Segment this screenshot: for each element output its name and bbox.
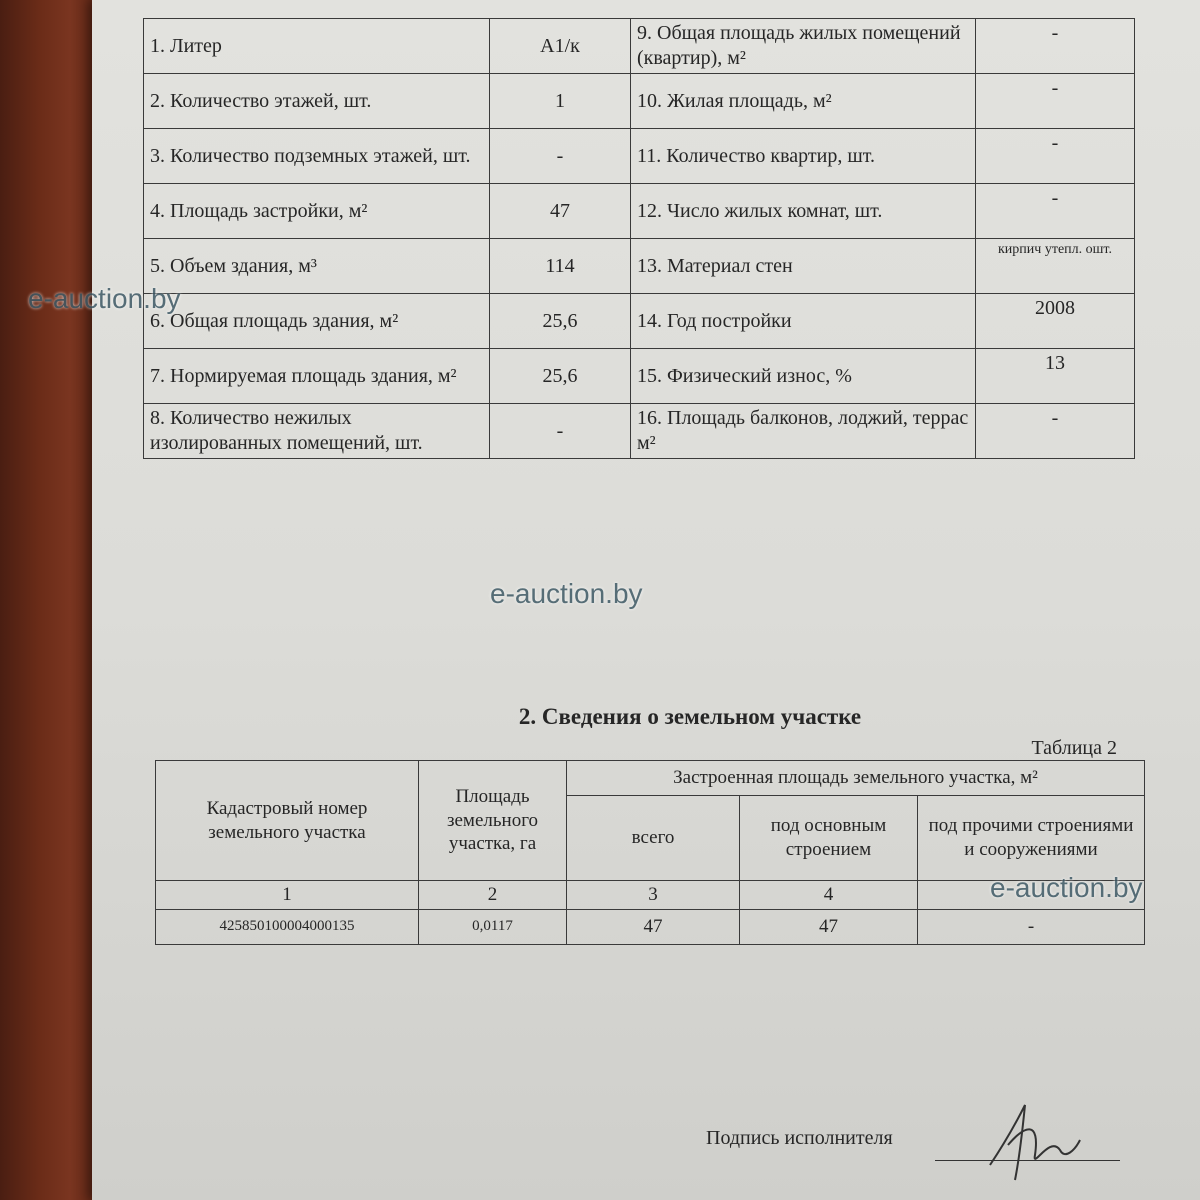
row-label-right: 11. Количество квартир, шт. [630, 128, 976, 184]
signature-line [935, 1160, 1120, 1161]
row-label-left: 3. Количество подземных этажей, шт. [143, 128, 490, 184]
row-label-left: 7. Нормируемая площадь здания, м² [143, 348, 490, 404]
table-row: 7. Нормируемая площадь здания, м² 25,6 15.… [143, 348, 1135, 404]
building-characteristics-table: 1. Литер А1/к 9. Общая площадь жилых помещ… [143, 18, 1135, 459]
table-row: 8. Количество нежилых изолированных поме… [143, 403, 1135, 459]
row-value-right: - [975, 18, 1135, 74]
row-value-left: 47 [489, 183, 631, 239]
header-area: Площадь земельного участка, га [418, 760, 567, 881]
table-label: Таблица 2 [1031, 737, 1117, 759]
cadastral-number: 425850100004000135 [155, 908, 419, 945]
row-value-right: - [975, 128, 1135, 184]
row-value-left: 25,6 [489, 293, 631, 349]
header-main: под основным строением [739, 795, 918, 881]
column-number: 2 [418, 880, 567, 910]
row-label-right: 15. Физический износ, % [630, 348, 976, 404]
row-label-left: 1. Литер [143, 18, 490, 74]
row-value-right: - [975, 183, 1135, 239]
column-number: 1 [155, 880, 419, 910]
land-plot-table: Кадастровый номер земельного участка Пло… [155, 760, 1145, 945]
row-value-left: - [489, 128, 631, 184]
row-label-right: 10. Жилая площадь, м² [630, 73, 976, 129]
built-area-main: 47 [739, 908, 918, 945]
row-label-right: 13. Материал стен [630, 238, 976, 294]
row-value-right: - [975, 73, 1135, 129]
header-cadastral: Кадастровый номер земельного участка [155, 760, 419, 881]
watermark: e-auction.by [28, 283, 181, 314]
column-number: 4 [739, 880, 918, 910]
row-label-right: 14. Год постройки [630, 293, 976, 349]
header-other: под прочими строениями и сооружениями [917, 795, 1145, 881]
row-label-right: 9. Общая площадь жилых помещений (кварти… [630, 18, 976, 74]
header-total: всего [566, 795, 740, 881]
handwritten-signature [989, 1104, 1081, 1181]
column-number: 3 [566, 880, 740, 910]
row-label-left: 8. Количество нежилых изолированных поме… [143, 403, 490, 459]
row-value-left: А1/к [489, 18, 631, 74]
built-area-other: - [917, 908, 1145, 945]
row-value-right: 13 [975, 348, 1135, 404]
row-value-left: 114 [489, 238, 631, 294]
row-label-left: 4. Площадь застройки, м² [143, 183, 490, 239]
section-heading: 2. Сведения о земельном участке [518, 704, 862, 729]
watermark: e-auction.by [490, 578, 643, 609]
column-number [917, 880, 1145, 910]
signature-label: Подпись исполнителя [706, 1127, 893, 1149]
row-value-left: - [489, 403, 631, 459]
wooden-surface [0, 0, 100, 1200]
row-value-left: 1 [489, 73, 631, 129]
table-row: 4. Площадь застройки, м² 47 12. Число жилы… [143, 183, 1135, 239]
row-label-right: 16. Площадь балконов, лоджий, террас м² [630, 403, 976, 459]
row-value-left: 25,6 [489, 348, 631, 404]
table-row: 3. Количество подземных этажей, шт. -11. … [143, 128, 1135, 184]
row-label-left: 2. Количество этажей, шт. [143, 73, 490, 129]
row-label-left: 6. Общая площадь здания, м² [143, 293, 490, 349]
header-built-area: Застроенная площадь земельного участка, … [566, 760, 1145, 796]
table-row: 5. Объем здания, м³ 114 13. Материал стен к… [143, 238, 1135, 294]
row-label-right: 12. Число жилых комнат, шт. [630, 183, 976, 239]
row-label-left: 5. Объем здания, м³ [143, 238, 490, 294]
row-value-right: - [975, 403, 1135, 459]
row-value-right: кирпич утепл. ошт. [975, 238, 1135, 294]
table-row: 6. Общая площадь здания, м² 25,6 14. Год п… [143, 293, 1135, 349]
plot-area: 0,0117 [418, 908, 567, 945]
table-row: 1. Литер А1/к 9. Общая площадь жилых помещ… [143, 18, 1135, 74]
row-value-right: 2008 [975, 293, 1135, 349]
watermark: e-auction.by [990, 872, 1143, 903]
built-area-total: 47 [566, 908, 740, 945]
table-row: 2. Количество этажей, шт. 1 10. Жилая площ… [143, 73, 1135, 129]
